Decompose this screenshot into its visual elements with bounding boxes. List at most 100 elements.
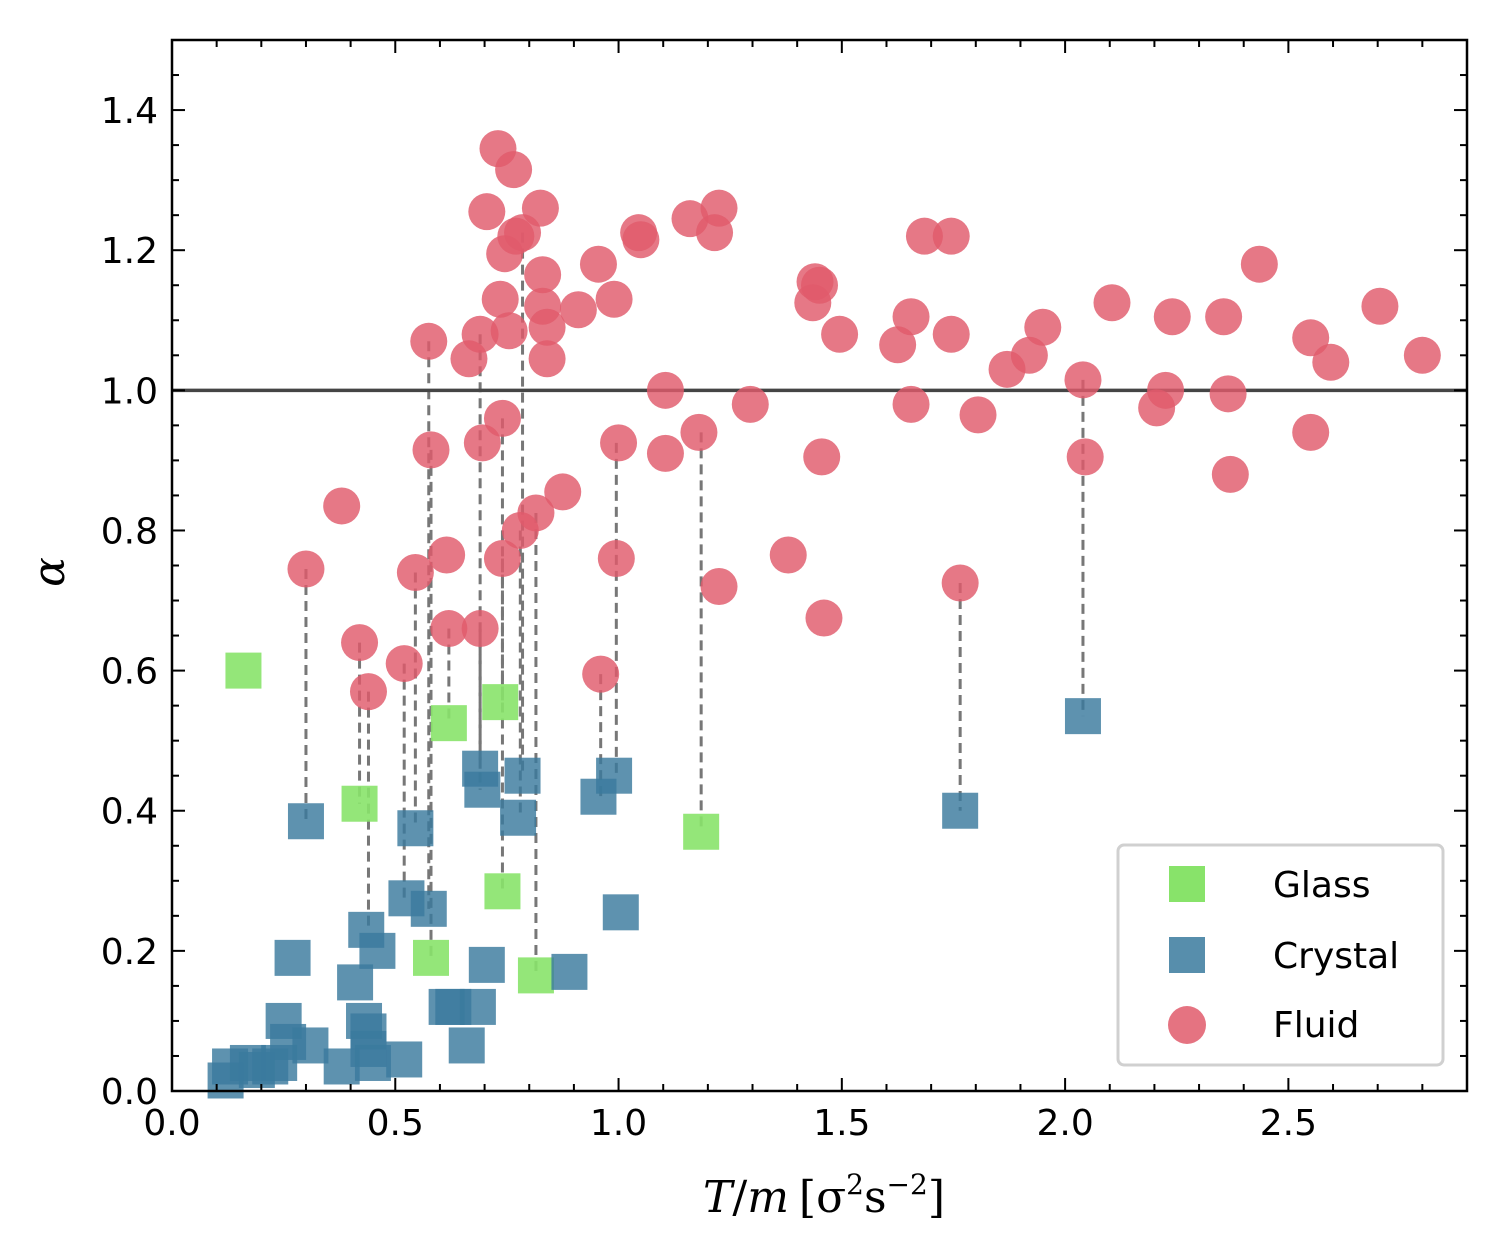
fluid-point (430, 610, 468, 648)
legend-fluid-marker (1168, 1006, 1206, 1044)
fluid-point (463, 424, 501, 462)
x-tick-label: 1.0 (590, 1103, 647, 1144)
fluid-point (483, 399, 521, 437)
glass-point (413, 939, 449, 976)
y-tick-label: 1.2 (101, 231, 158, 272)
crystal-point (1064, 698, 1101, 735)
fluid-point (528, 308, 566, 346)
y-tick-label: 0.8 (101, 511, 158, 552)
fluid-point (412, 431, 450, 469)
x-tick-label: 2.0 (1036, 1103, 1093, 1144)
y-tick-label: 0.6 (101, 652, 158, 693)
glass-point (430, 705, 467, 742)
fluid-point (932, 217, 970, 255)
fluid-point (1205, 298, 1243, 336)
y-tick-label: 1.4 (101, 91, 158, 132)
crystal-point (354, 1044, 391, 1081)
fluid-point (700, 568, 738, 606)
fluid-point (428, 536, 466, 574)
fluid-point (287, 550, 325, 588)
crystal-point (459, 988, 496, 1025)
fluid-point (323, 487, 361, 525)
legend-glass-marker (1169, 866, 1205, 902)
crystal-point (448, 1027, 485, 1064)
crystal-point (551, 953, 588, 990)
legend-crystal-marker (1169, 937, 1205, 973)
fluid-point (801, 266, 838, 304)
fluid-point (892, 385, 930, 423)
fluid-point (559, 291, 597, 329)
x-tick-label: 1.5 (813, 1103, 870, 1144)
fluid-point (521, 189, 559, 227)
series-glass (225, 652, 720, 994)
fluid-point (595, 280, 633, 318)
glass-point (225, 652, 262, 689)
y-tick-label: 0.2 (101, 932, 158, 973)
fluid-point (646, 434, 684, 472)
legend-crystal-label: Crystal (1273, 936, 1399, 977)
fluid-point (700, 189, 738, 227)
glass-point (482, 684, 519, 721)
fluid-point (959, 396, 997, 434)
x-tick-label: 0.5 (367, 1103, 424, 1144)
crystal-point (386, 1041, 423, 1078)
legend-glass-label: Glass (1273, 865, 1370, 906)
y-axis-label: α (24, 557, 75, 587)
fluid-point (544, 473, 582, 511)
fluid-point (1064, 361, 1102, 399)
fluid-point (1211, 455, 1249, 493)
x-tick-label: 2.5 (1260, 1103, 1317, 1144)
fluid-point (410, 322, 448, 360)
crystal-point (410, 890, 447, 927)
fluid-point (1403, 336, 1441, 374)
fluid-point (892, 298, 930, 336)
fluid-point (1292, 319, 1330, 357)
y-tick-label: 0.4 (101, 792, 158, 833)
fluid-point (941, 564, 979, 602)
fluid-point (341, 624, 379, 662)
fluid-point (468, 193, 506, 231)
fluid-point (385, 645, 423, 683)
glass-point (517, 957, 554, 994)
fluid-point (490, 312, 528, 350)
crystal-point (464, 771, 501, 808)
crystal-point (602, 894, 639, 931)
data-points (207, 130, 1441, 1099)
x-axis-label: T/m [σ2s−2] (703, 1168, 945, 1223)
crystal-point (274, 939, 311, 976)
fluid-point (600, 424, 638, 462)
fluid-point (622, 221, 660, 259)
plot-frame (170, 38, 1469, 1093)
fluid-point (579, 245, 617, 283)
fluid-point (517, 494, 555, 532)
crystal-point (500, 799, 537, 836)
fluid-point (1209, 375, 1247, 413)
crystal-point (287, 803, 324, 840)
fluid-point (879, 326, 917, 364)
fluid-point (582, 655, 620, 693)
legend: Glass Crystal Fluid (1116, 843, 1445, 1067)
fluid-point (528, 340, 566, 378)
crystal-point (468, 946, 505, 983)
legend-fluid-label: Fluid (1273, 1005, 1359, 1046)
fluid-point (1361, 287, 1399, 325)
y-tick-label: 0.0 (101, 1072, 158, 1113)
series-crystal (207, 698, 1101, 1099)
x-tick-label: 0.0 (143, 1103, 200, 1144)
crystal-point (397, 810, 434, 847)
fluid-point (769, 536, 807, 574)
y-tick-label: 1.0 (101, 371, 158, 412)
fluid-point (1093, 284, 1131, 322)
crystal-point (504, 757, 541, 794)
fluid-point (1153, 298, 1191, 336)
fluid-point (646, 371, 684, 409)
series-fluid (287, 130, 1441, 711)
fluid-point (905, 217, 943, 255)
crystal-point (337, 964, 374, 1001)
fluid-point (1066, 438, 1104, 476)
fluid-point (396, 554, 434, 592)
fluid-point (1147, 371, 1185, 409)
fluid-point (461, 610, 499, 648)
fluid-point (349, 673, 387, 711)
